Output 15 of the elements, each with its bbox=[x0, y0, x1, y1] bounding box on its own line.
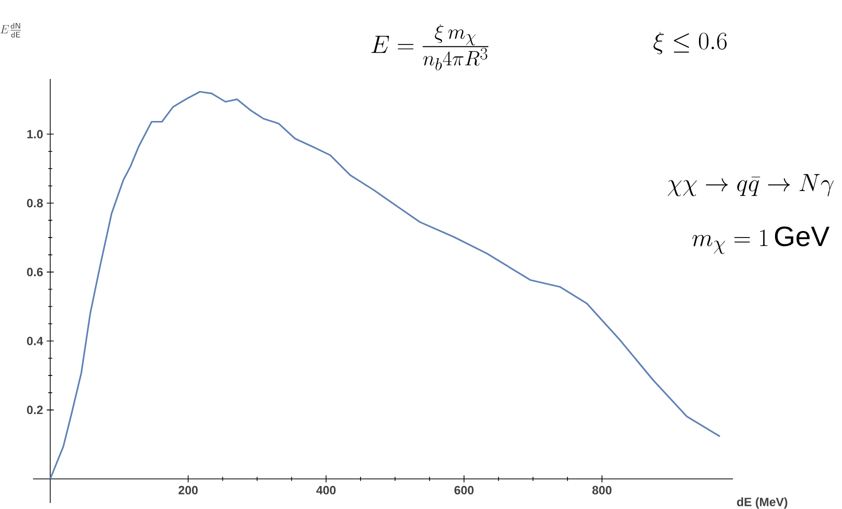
x-tick-label: 800 bbox=[592, 486, 612, 494]
y-tick-label: 0.4 bbox=[27, 336, 44, 346]
text: $E = \frac{\xi\, m_\chi}{n_b 4\pi R^3}$ bbox=[371, 24, 488, 70]
y-tick-label: 0.8 bbox=[27, 198, 43, 208]
annotation: $\chi\chi \to q\bar{q} \to N\gamma$ bbox=[668, 174, 834, 196]
y-tick-label: 1.0 bbox=[27, 130, 43, 138]
y-tick-label: 0.2 bbox=[27, 406, 43, 414]
annotation: $m_\chi = 1\,\mathrm{GeV}$ bbox=[692, 226, 830, 254]
text: $\xi \leq 0.6$ bbox=[654, 32, 727, 54]
x-tick-label: 200 bbox=[178, 486, 198, 494]
y-axis-title: $E\frac{\mathsf{dN}}{\mathsf{dE}}$ bbox=[0, 22, 21, 38]
y-tick-label: 0.6 bbox=[27, 268, 43, 276]
x-tick-label: 400 bbox=[316, 486, 336, 494]
x-tick-label: 600 bbox=[454, 486, 474, 494]
x-axis-title: dE (MeV) bbox=[737, 497, 788, 509]
